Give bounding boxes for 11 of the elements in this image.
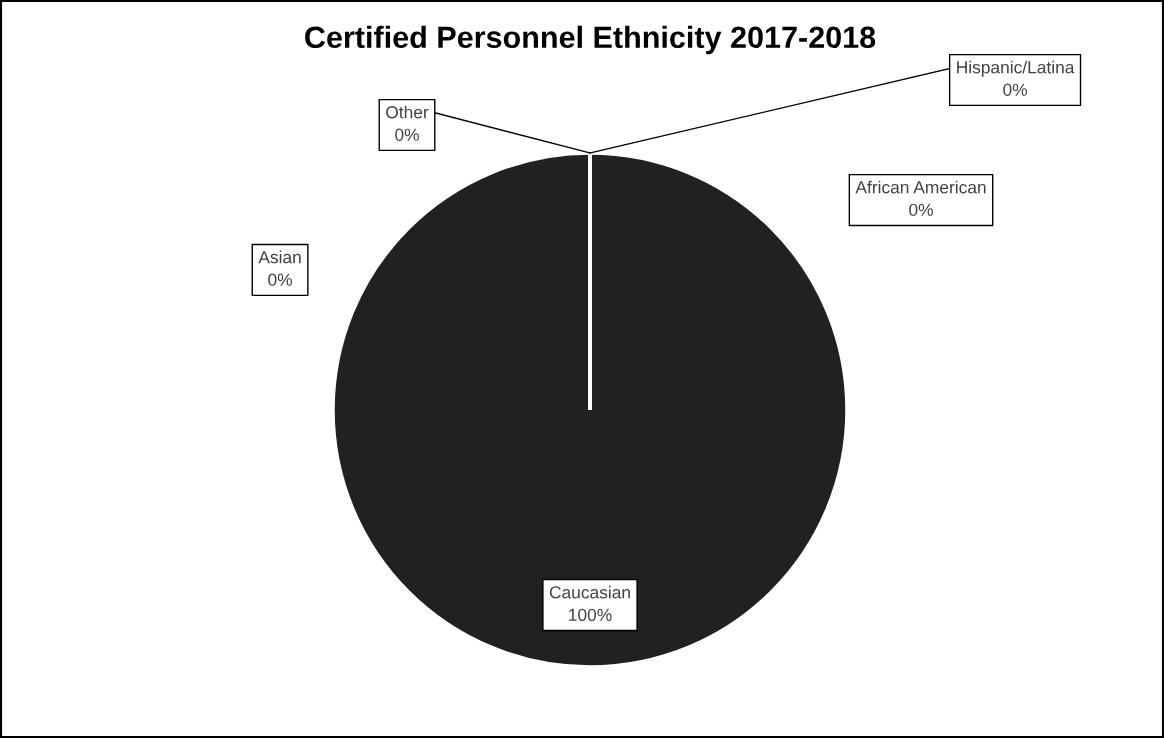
category-label: African American	[855, 180, 986, 194]
text: 0%	[1003, 83, 1028, 96]
text: 0%	[268, 273, 292, 286]
text: 0%	[395, 128, 419, 141]
data-label: 100%	[569, 608, 612, 621]
chart-title: Certified Personnel Ethnicity 2017-2018	[305, 25, 876, 55]
text: 0%	[909, 203, 933, 216]
category-label: Other	[386, 105, 429, 119]
category-label: Hispanic/Latina	[957, 60, 1075, 77]
category-label: Asian	[258, 250, 301, 264]
slice-label: Caucasian	[549, 585, 630, 599]
